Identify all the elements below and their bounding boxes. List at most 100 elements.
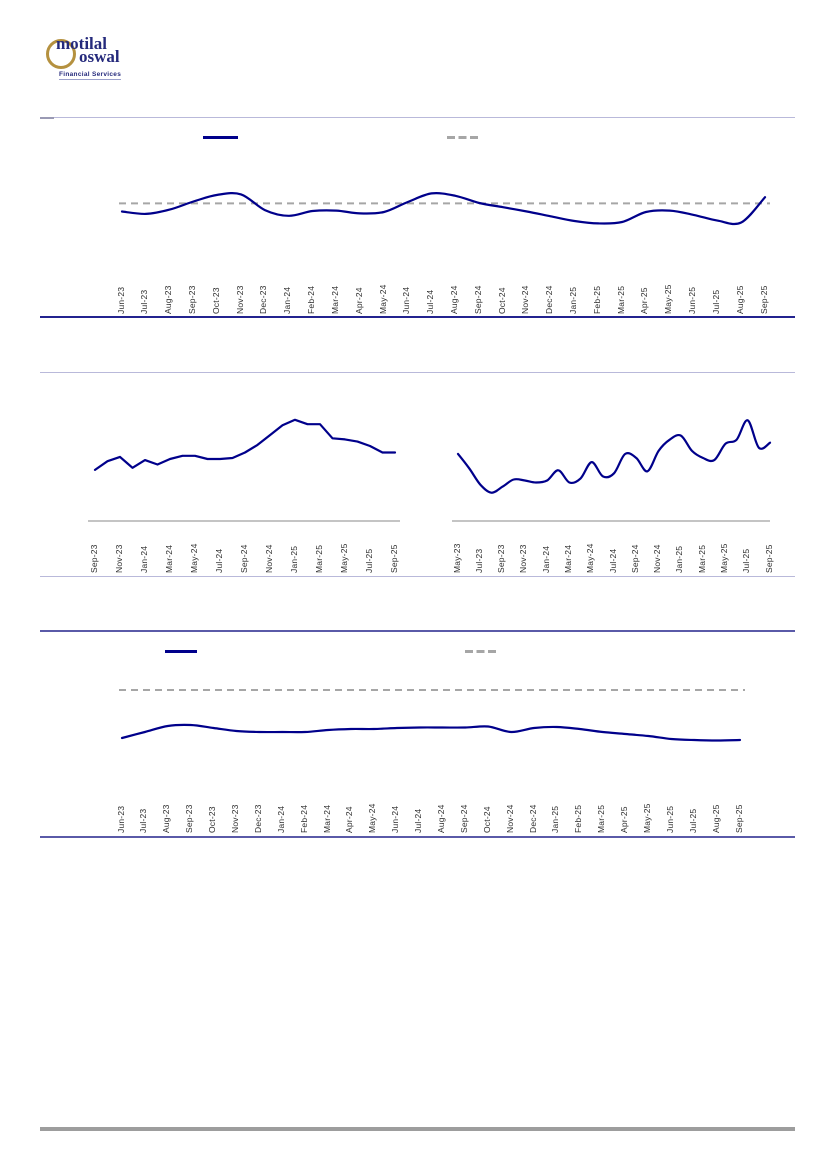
x-tick-label: Sep-23 bbox=[186, 285, 197, 314]
x-tick-label: Jul-24 bbox=[425, 289, 436, 314]
x-tick-label: Mar-24 bbox=[321, 804, 332, 833]
x-tick-label: Sep-25 bbox=[763, 544, 774, 573]
x-tick-label: Oct-23 bbox=[210, 287, 221, 314]
series-line bbox=[120, 723, 742, 742]
x-tick-label: Aug-24 bbox=[435, 804, 446, 833]
x-tick-label: Oct-24 bbox=[496, 287, 507, 314]
x-tick-label: May-23 bbox=[451, 543, 462, 573]
divider-below-top-chart bbox=[40, 316, 795, 318]
x-tick-label: Oct-23 bbox=[207, 806, 218, 833]
middle-right-chart-canvas bbox=[452, 419, 772, 522]
x-tick-label: Nov-24 bbox=[504, 804, 515, 833]
x-tick-label: Sep-23 bbox=[88, 544, 99, 573]
logo-text-motilal: motilal bbox=[56, 34, 107, 53]
series-line bbox=[120, 192, 767, 226]
divider-below-middle-charts bbox=[40, 576, 795, 577]
x-tick-label: Aug-25 bbox=[734, 285, 745, 314]
x-tick-label: Jun-25 bbox=[687, 286, 698, 314]
x-tick-label: Apr-25 bbox=[639, 287, 650, 314]
divider-top bbox=[40, 117, 795, 118]
bottom-chart-x-axis-labels: Jun-23 Jul-23 Aug-23 Sep-23 Oct-23 Nov-23 Dec-… bbox=[40, 787, 795, 833]
top-chart-legend-dashed-line-swatch bbox=[447, 136, 479, 139]
x-tick-label: Feb-24 bbox=[298, 804, 309, 833]
x-tick-label: Apr-24 bbox=[353, 287, 364, 314]
x-tick-label: Feb-25 bbox=[573, 804, 584, 833]
x-tick-label: Sep-25 bbox=[388, 544, 399, 573]
x-tick-label: Jan-24 bbox=[275, 805, 286, 833]
x-tick-label: Jul-25 bbox=[710, 289, 721, 314]
motilal-oswal-logo: motilal oswal Financial Services bbox=[46, 33, 146, 85]
x-tick-label: Jan-24 bbox=[138, 545, 149, 573]
top-chart-x-axis-labels: Jun-23 Jul-23 Aug-23 Sep-23 Oct-23 Nov-23 Dec-… bbox=[40, 268, 795, 314]
x-tick-label: Jan-24 bbox=[282, 286, 293, 314]
x-tick-label: May-25 bbox=[641, 803, 652, 833]
middle-right-chart-x-axis-labels: May-23 Jul-23 Sep-23 Nov-23 Jan-24 Mar-24 May-… bbox=[420, 527, 795, 573]
x-tick-label: May-24 bbox=[377, 284, 388, 314]
x-tick-label: Jul-25 bbox=[687, 808, 698, 833]
x-tick-label: Jul-24 bbox=[607, 548, 618, 573]
x-tick-label: Nov-24 bbox=[263, 544, 274, 573]
logo-text-oswal: oswal bbox=[79, 47, 120, 66]
top-chart-canvas bbox=[119, 192, 770, 226]
x-tick-label: Sep-24 bbox=[629, 544, 640, 573]
x-tick-label: Nov-23 bbox=[113, 544, 124, 573]
x-tick-label: Jan-24 bbox=[540, 545, 551, 573]
x-tick-label: Jul-25 bbox=[363, 548, 374, 573]
x-tick-label: Sep-25 bbox=[733, 804, 744, 833]
x-tick-label: Sep-24 bbox=[238, 544, 249, 573]
x-tick-label: Sep-24 bbox=[458, 804, 469, 833]
x-tick-label: Apr-24 bbox=[344, 806, 355, 833]
x-tick-label: Nov-23 bbox=[229, 804, 240, 833]
x-tick-label: Jan-25 bbox=[288, 545, 299, 573]
x-tick-label: Jul-24 bbox=[213, 548, 224, 573]
divider-below-bottom-chart bbox=[40, 836, 795, 838]
x-tick-label: Apr-25 bbox=[619, 806, 630, 833]
series-line bbox=[456, 419, 772, 494]
bottom-chart-legend-solid-line-swatch bbox=[165, 650, 197, 653]
x-tick-label: Aug-23 bbox=[161, 804, 172, 833]
x-tick-label: Feb-24 bbox=[306, 285, 316, 314]
bottom-chart-legend-dashed-line-swatch bbox=[465, 650, 497, 653]
x-tick-label: Mar-24 bbox=[329, 285, 340, 314]
x-tick-label: Feb-25 bbox=[591, 285, 602, 314]
x-tick-label: Jul-23 bbox=[138, 808, 149, 833]
x-tick-label: Mar-24 bbox=[163, 544, 174, 573]
footer-bar bbox=[40, 1127, 795, 1131]
bottom-chart-canvas bbox=[119, 689, 745, 742]
x-tick-label: Nov-24 bbox=[652, 544, 663, 573]
x-tick-label: Sep-23 bbox=[184, 804, 195, 833]
x-tick-label: Jun-24 bbox=[390, 805, 401, 833]
x-tick-label: Jul-24 bbox=[413, 808, 424, 833]
x-tick-label: Dec-23 bbox=[258, 285, 269, 314]
x-tick-label: Sep-24 bbox=[472, 285, 483, 314]
x-tick-label: Nov-23 bbox=[518, 544, 529, 573]
x-tick-label: May-25 bbox=[338, 543, 349, 573]
x-tick-label: May-24 bbox=[367, 803, 378, 833]
middle-left-chart-x-axis-labels: Sep-23 Nov-23 Jan-24 Mar-24 May-24 Jul-24 Sep-… bbox=[55, 527, 415, 573]
x-tick-label: May-24 bbox=[188, 543, 199, 573]
x-tick-label: Mar-25 bbox=[596, 804, 607, 833]
x-tick-label: Jun-23 bbox=[115, 286, 126, 314]
x-tick-label: Sep-23 bbox=[496, 544, 507, 573]
x-tick-label: Jul-23 bbox=[473, 548, 484, 573]
top-chart-legend-solid-line-swatch bbox=[203, 136, 238, 139]
x-tick-label: Jun-24 bbox=[401, 286, 412, 314]
x-tick-label: Jul-23 bbox=[139, 289, 150, 314]
series-line bbox=[93, 418, 397, 471]
x-tick-label: Aug-25 bbox=[710, 804, 721, 833]
x-tick-label: Jun-25 bbox=[664, 805, 675, 833]
x-tick-label: Jan-25 bbox=[550, 805, 561, 833]
x-tick-label: May-24 bbox=[585, 543, 596, 573]
x-tick-label: Jan-25 bbox=[568, 286, 578, 314]
x-tick-label: Mar-24 bbox=[562, 544, 573, 573]
logo-tagline: Financial Services bbox=[59, 71, 122, 80]
divider-above-middle-charts bbox=[40, 372, 795, 373]
x-tick-label: Mar-25 bbox=[615, 285, 626, 314]
divider-top-accent bbox=[40, 117, 54, 119]
x-tick-label: Aug-24 bbox=[448, 285, 459, 314]
x-tick-label: Mar-25 bbox=[313, 544, 324, 573]
x-tick-label: Dec-24 bbox=[527, 804, 538, 833]
x-tick-label: Aug-23 bbox=[163, 285, 174, 314]
x-tick-label: Dec-24 bbox=[544, 285, 555, 314]
